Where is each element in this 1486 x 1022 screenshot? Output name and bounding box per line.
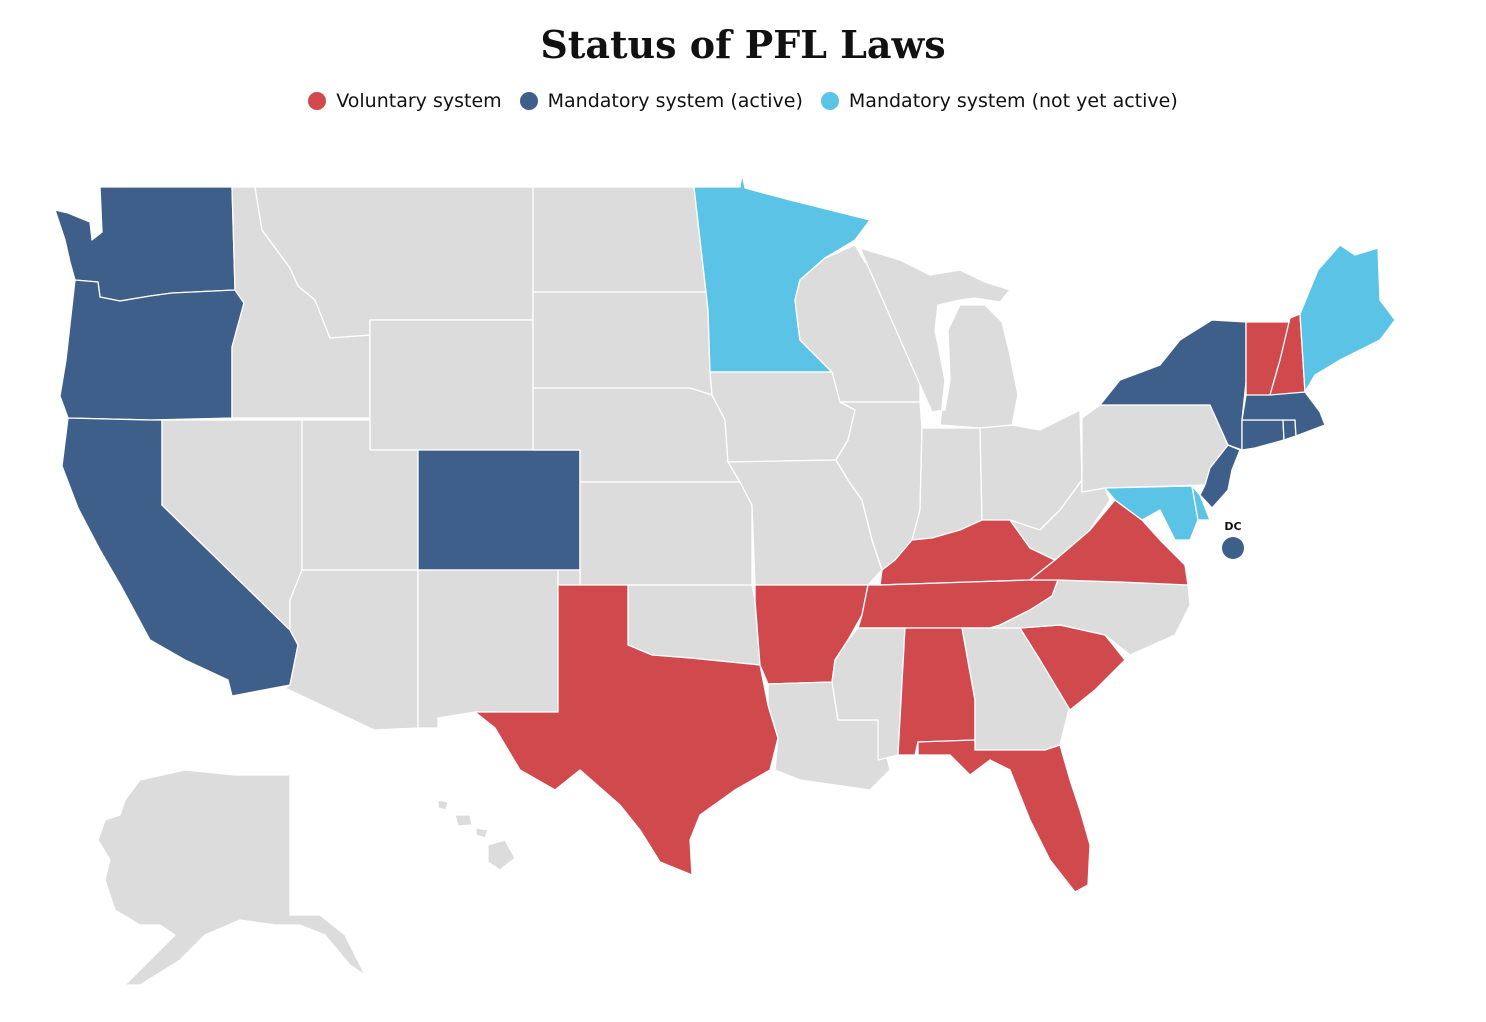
- state-DE[interactable]: [1191, 485, 1211, 521]
- legend-label-voluntary: Voluntary system: [336, 90, 502, 112]
- state-NH[interactable]: [1269, 313, 1306, 396]
- state-AZ[interactable]: [284, 569, 419, 731]
- state-ME[interactable]: [1299, 244, 1396, 393]
- state-OR[interactable]: [59, 279, 245, 421]
- legend-swatch-mandatory-active: [519, 92, 538, 110]
- state-TX[interactable]: [474, 584, 779, 876]
- state-IN[interactable]: [911, 427, 983, 541]
- legend-item-mandatory-active: Mandatory system (active): [519, 90, 803, 112]
- state-RI[interactable]: [1282, 419, 1297, 441]
- state-PA[interactable]: [1081, 404, 1229, 493]
- state-SD[interactable]: [532, 291, 713, 396]
- legend-swatch-mandatory-not-active: [820, 92, 839, 110]
- legend: Voluntary system Mandatory system (activ…: [0, 90, 1486, 112]
- state-AL[interactable]: [897, 627, 976, 756]
- state-AK[interactable]: [97, 769, 366, 986]
- state-MI[interactable]: [859, 247, 1019, 429]
- map-title: Status of PFL Laws: [540, 22, 946, 67]
- legend-swatch-voluntary: [308, 92, 327, 110]
- state-NM[interactable]: [417, 569, 559, 729]
- state-WY[interactable]: [369, 319, 534, 451]
- legend-label-mandatory-not-active: Mandatory system (not yet active): [848, 90, 1178, 112]
- state-IA[interactable]: [709, 371, 856, 463]
- state-HI[interactable]: [437, 799, 516, 871]
- legend-item-voluntary: Voluntary system: [308, 90, 502, 112]
- state-NJ[interactable]: [1199, 444, 1241, 509]
- legend-label-mandatory-active: Mandatory system (active): [547, 90, 803, 112]
- state-FL[interactable]: [917, 739, 1091, 893]
- state-ND[interactable]: [532, 186, 707, 293]
- state-CO[interactable]: [417, 449, 581, 571]
- dc-label: DC: [1224, 520, 1241, 533]
- state-MA[interactable]: [1241, 391, 1326, 437]
- state-CT[interactable]: [1241, 419, 1285, 451]
- state-DC[interactable]: [1222, 537, 1244, 559]
- legend-item-mandatory-not-active: Mandatory system (not yet active): [820, 90, 1178, 112]
- state-KS[interactable]: [579, 481, 753, 586]
